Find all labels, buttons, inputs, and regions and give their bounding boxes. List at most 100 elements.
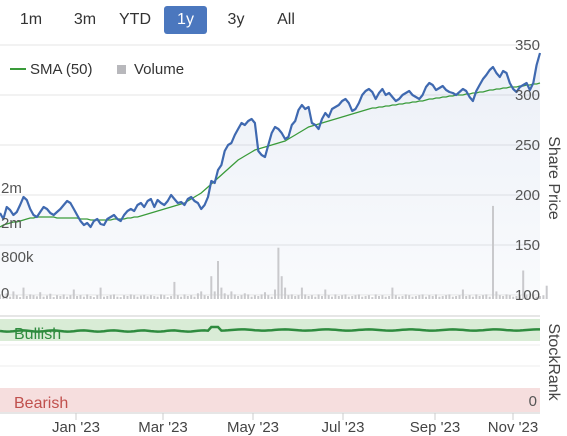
volume-bar: [126, 296, 129, 299]
legend-sma-label: SMA (50): [30, 61, 93, 78]
volume-bar: [72, 289, 75, 299]
volume-bar: [401, 296, 404, 299]
volume-bar: [448, 294, 451, 299]
volume-bar: [186, 296, 189, 299]
volume-bar: [264, 292, 266, 299]
volume-bar: [35, 296, 38, 299]
volume-bar: [502, 296, 505, 299]
volume-bar: [297, 295, 300, 299]
bearish-value: 0: [529, 393, 537, 410]
volume-bar: [284, 287, 287, 299]
volume-bar: [505, 294, 508, 299]
volume-bar: [522, 270, 525, 299]
y-tick-label: 200: [515, 187, 540, 204]
volume-bar: [321, 296, 323, 299]
volume-bar: [220, 287, 223, 299]
y-tick-label: 300: [515, 87, 540, 104]
volume-bar: [532, 295, 535, 299]
y-tick-label: 250: [515, 137, 540, 154]
volume-bar: [39, 292, 42, 299]
volume-bar: [310, 295, 313, 299]
volume-bar: [381, 295, 384, 299]
chart-legend: SMA (50) Volume: [10, 61, 184, 78]
volume-bar: [183, 294, 186, 299]
volume-bar: [217, 261, 219, 299]
volume-bar: [123, 295, 126, 299]
volume-bar: [32, 295, 35, 299]
range-button-3m[interactable]: 3m: [73, 11, 97, 28]
volume-bar: [210, 276, 213, 299]
volume-bar: [435, 294, 437, 299]
volume-bar: [49, 293, 52, 299]
volume-bar: [337, 296, 340, 299]
volume-bar: [240, 295, 243, 299]
volume-bar: [96, 295, 99, 299]
volume-bar: [277, 247, 280, 299]
range-button-1m[interactable]: 1m: [19, 11, 43, 28]
x-tick-label: May '23: [227, 419, 279, 436]
y-axis-title: Share Price: [545, 136, 562, 220]
volume-bar: [163, 295, 166, 299]
volume-bar: [518, 295, 521, 299]
volume-bar: [445, 295, 448, 299]
volume-tick-label: 800k: [1, 249, 34, 266]
x-tick-label: Sep '23: [410, 419, 460, 436]
volume-bar: [247, 294, 250, 299]
volume-bar: [9, 296, 12, 299]
volume-bar: [421, 294, 424, 299]
volume-bar: [341, 295, 344, 299]
volume-bar: [76, 296, 79, 299]
volume-bar: [388, 296, 391, 299]
volume-bar: [398, 296, 401, 299]
volume-bar: [391, 287, 394, 299]
volume-bar: [257, 296, 260, 299]
volume-bar: [52, 297, 55, 299]
volume-bar: [42, 296, 45, 299]
volume-bar: [56, 295, 58, 299]
volume-bar: [418, 295, 421, 299]
volume-bar: [475, 294, 478, 299]
volume-bar: [414, 296, 417, 299]
volume-bar: [136, 296, 139, 299]
volume-bar: [485, 294, 488, 299]
volume-bar: [243, 293, 246, 299]
volume-bar: [230, 291, 233, 299]
volume-bar: [69, 295, 72, 299]
volume-bar: [384, 296, 387, 299]
volume-bar: [364, 296, 367, 299]
volume-bar: [59, 296, 62, 299]
volume-bar: [153, 296, 156, 299]
volume-bar: [495, 291, 498, 299]
volume-bar: [274, 289, 276, 299]
volume-bar: [160, 294, 162, 299]
price-area-fill: [0, 53, 540, 295]
price-axis-ticks: 100 150 200 250 300 350: [515, 37, 540, 304]
volume-bar: [203, 295, 206, 299]
volume-bar: [351, 296, 354, 299]
volume-bar: [287, 295, 290, 299]
range-selector: 1m 3m YTD 1y 3y All: [0, 4, 567, 36]
stockrank-line: [0, 325, 540, 333]
volume-bar: [116, 296, 119, 299]
range-button-ytd[interactable]: YTD: [119, 11, 151, 28]
volume-bar: [411, 296, 414, 299]
volume-bar: [190, 295, 193, 299]
volume-bar: [237, 296, 240, 299]
volume-bar: [143, 294, 146, 299]
volume-bar: [46, 295, 48, 299]
range-button-1y[interactable]: 1y: [164, 6, 207, 34]
volume-bar: [515, 296, 518, 299]
range-button-all[interactable]: All: [277, 11, 295, 28]
volume-bar: [314, 296, 317, 299]
volume-bar: [394, 295, 397, 299]
volume-bar: [19, 297, 22, 299]
volume-bar: [465, 296, 468, 299]
volume-bar: [103, 296, 105, 299]
volume-bar: [428, 295, 431, 299]
volume-bar: [539, 296, 541, 299]
range-button-3y[interactable]: 3y: [227, 11, 245, 28]
volume-bar: [331, 296, 333, 299]
volume-tick-label: 0: [1, 285, 9, 302]
volume-bar: [461, 289, 464, 299]
volume-bar: [270, 296, 273, 299]
